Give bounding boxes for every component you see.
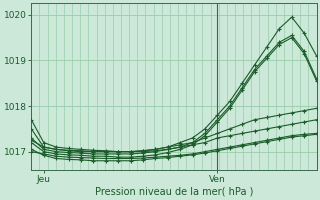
X-axis label: Pression niveau de la mer( hPa ): Pression niveau de la mer( hPa ) — [95, 187, 253, 197]
